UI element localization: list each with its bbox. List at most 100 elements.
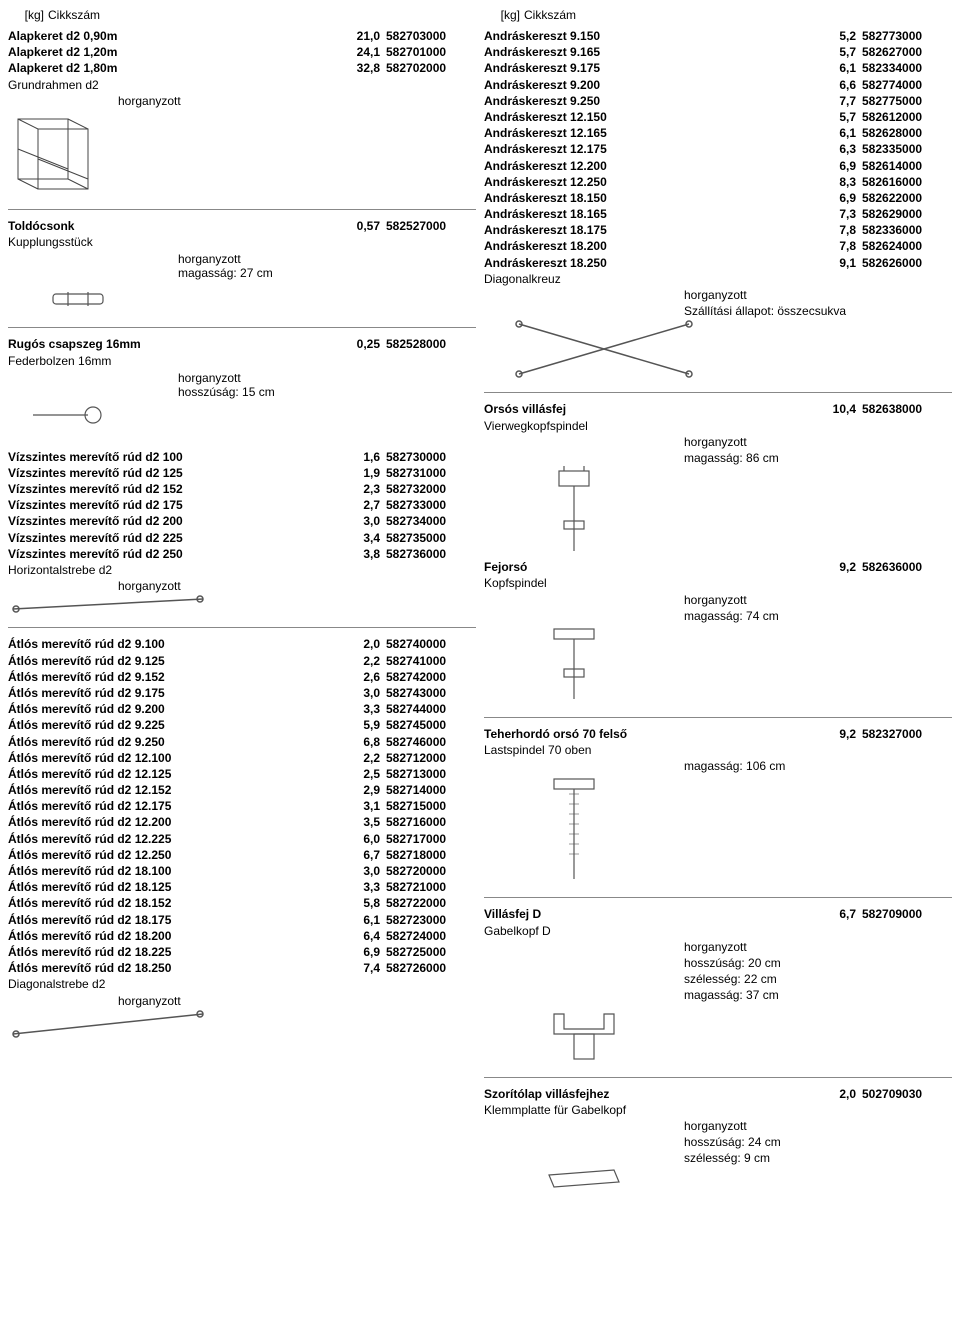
item-art: 582735000 [386, 530, 476, 546]
item-art: 582721000 [386, 879, 476, 895]
item-name: Átlós merevítő rúd d2 18.175 [8, 912, 342, 928]
cross-icon [484, 319, 952, 382]
item-art: 582626000 [862, 255, 952, 271]
item-name: Átlós merevítő rúd d2 9.250 [8, 734, 342, 750]
item-art: 582714000 [386, 782, 476, 798]
table-row: Átlós merevítő rúd d2 9.2255,9582745000 [8, 717, 476, 733]
item-kg: 1,9 [342, 465, 386, 481]
item-kg: 3,5 [342, 814, 386, 830]
atlos-list: Átlós merevítő rúd d2 9.1002,0582740000Á… [8, 636, 476, 976]
fejorso-sub: Kopfspindel [484, 575, 952, 591]
teher-row: Teherhordó orsó 70 felső 9,2 582327000 [484, 726, 952, 742]
table-row: Átlós merevítő rúd d2 9.1753,0582743000 [8, 685, 476, 701]
item-art: 582730000 [386, 449, 476, 465]
table-row: Andráskereszt 18.1506,9582622000 [484, 190, 952, 206]
table-row: Andráskereszt 18.2509,1582626000 [484, 255, 952, 271]
item-name: Átlós merevítő rúd d2 12.175 [8, 798, 342, 814]
table-row: Átlós merevítő rúd d2 18.1525,8582722000 [8, 895, 476, 911]
table-row: Átlós merevítő rúd d2 9.1002,0582740000 [8, 636, 476, 652]
connector-icon [8, 284, 476, 317]
item-kg: 32,8 [342, 60, 386, 76]
table-row: Alapkeret d2 0,90m21,0582703000 [8, 28, 476, 44]
item-name: Átlós merevítő rúd d2 9.225 [8, 717, 342, 733]
item-art: 582629000 [862, 206, 952, 222]
andras-notes: horganyzott Szállítási állapot: összecsu… [484, 287, 952, 319]
item-name: Vízszintes merevítő rúd d2 152 [8, 481, 342, 497]
item-art: 582616000 [862, 174, 952, 190]
item-name: Átlós merevítő rúd d2 18.250 [8, 960, 342, 976]
rugos-notes: horganyzott hosszúság: 15 cm [8, 371, 476, 399]
item-art: 582703000 [386, 28, 476, 44]
table-row: Alapkeret d2 1,80m32,8582702000 [8, 60, 476, 76]
item-kg: 5,7 [818, 109, 862, 125]
item-name: Átlós merevítő rúd d2 12.200 [8, 814, 342, 830]
item-kg: 2,2 [342, 653, 386, 669]
item-art: 582773000 [862, 28, 952, 44]
item-art: 582335000 [862, 141, 952, 157]
item-name: Átlós merevítő rúd d2 12.250 [8, 847, 342, 863]
forkhead-icon [484, 1004, 952, 1067]
item-art: 582612000 [862, 109, 952, 125]
item-name: Andráskereszt 12.200 [484, 158, 818, 174]
orsos-row: Orsós villásfej 10,4 582638000 [484, 401, 952, 417]
table-row: Vízszintes merevítő rúd d2 2503,85827360… [8, 546, 476, 562]
table-row: Átlós merevítő rúd d2 12.1252,5582713000 [8, 766, 476, 782]
table-row: Andráskereszt 9.1505,2582773000 [484, 28, 952, 44]
item-name: Vízszintes merevítő rúd d2 125 [8, 465, 342, 481]
table-row: Átlós merevítő rúd d2 9.2506,8582746000 [8, 734, 476, 750]
item-kg: 1,6 [342, 449, 386, 465]
item-art: 582717000 [386, 831, 476, 847]
item-name: Alapkeret d2 1,20m [8, 44, 342, 60]
item-kg: 2,5 [342, 766, 386, 782]
header-left: [kg] Cikkszám [8, 8, 476, 22]
teher-notes: magasság: 106 cm [484, 758, 952, 774]
toldocsonk-notes: horganyzott magasság: 27 cm [8, 252, 476, 280]
item-kg: 6,4 [342, 928, 386, 944]
item-name: Átlós merevítő rúd d2 12.100 [8, 750, 342, 766]
item-kg: 3,8 [342, 546, 386, 562]
table-row: Átlós merevítő rúd d2 9.1252,2582741000 [8, 653, 476, 669]
table-row: Andráskereszt 9.1655,7582627000 [484, 44, 952, 60]
item-kg: 2,9 [342, 782, 386, 798]
item-name: Átlós merevítő rúd d2 18.100 [8, 863, 342, 879]
table-row: Andráskereszt 18.2007,8582624000 [484, 238, 952, 254]
item-art: 582736000 [386, 546, 476, 562]
vizszintes-sub: Horizontalstrebe d2 [8, 562, 476, 578]
item-art: 582743000 [386, 685, 476, 701]
item-name: Átlós merevítő rúd d2 18.125 [8, 879, 342, 895]
item-art: 582732000 [386, 481, 476, 497]
item-name: Andráskereszt 12.150 [484, 109, 818, 125]
item-art: 582746000 [386, 734, 476, 750]
item-art: 582622000 [862, 190, 952, 206]
item-art: 582724000 [386, 928, 476, 944]
item-art: 582725000 [386, 944, 476, 960]
hrod-icon [8, 594, 476, 617]
table-row: Vízszintes merevítő rúd d2 1251,95827310… [8, 465, 476, 481]
item-art: 582701000 [386, 44, 476, 60]
orsos-notes: horganyzott magasság: 86 cm [484, 434, 952, 466]
item-name: Andráskereszt 12.175 [484, 141, 818, 157]
header-right: [kg] Cikkszám [484, 8, 952, 22]
item-kg: 7,8 [818, 222, 862, 238]
item-art: 582734000 [386, 513, 476, 529]
item-kg: 2,6 [342, 669, 386, 685]
item-kg: 3,4 [342, 530, 386, 546]
header-kg-r: [kg] [484, 8, 524, 22]
item-art: 582741000 [386, 653, 476, 669]
item-art: 582775000 [862, 93, 952, 109]
item-kg: 3,0 [342, 513, 386, 529]
table-row: Andráskereszt 12.2508,3582616000 [484, 174, 952, 190]
szorito-row: Szorítólap villásfejhez 2,0 502709030 [484, 1086, 952, 1102]
item-art: 582742000 [386, 669, 476, 685]
table-row: Átlós merevítő rúd d2 12.1753,1582715000 [8, 798, 476, 814]
item-kg: 6,1 [818, 60, 862, 76]
item-art: 582744000 [386, 701, 476, 717]
spindle4-icon [484, 466, 952, 559]
table-row: Alapkeret d2 1,20m24,1582701000 [8, 44, 476, 60]
item-kg: 3,1 [342, 798, 386, 814]
table-row: Átlós merevítő rúd d2 18.1253,3582721000 [8, 879, 476, 895]
item-name: Andráskereszt 18.200 [484, 238, 818, 254]
clampplate-icon [484, 1167, 952, 1195]
item-kg: 6,7 [342, 847, 386, 863]
item-art: 582614000 [862, 158, 952, 174]
